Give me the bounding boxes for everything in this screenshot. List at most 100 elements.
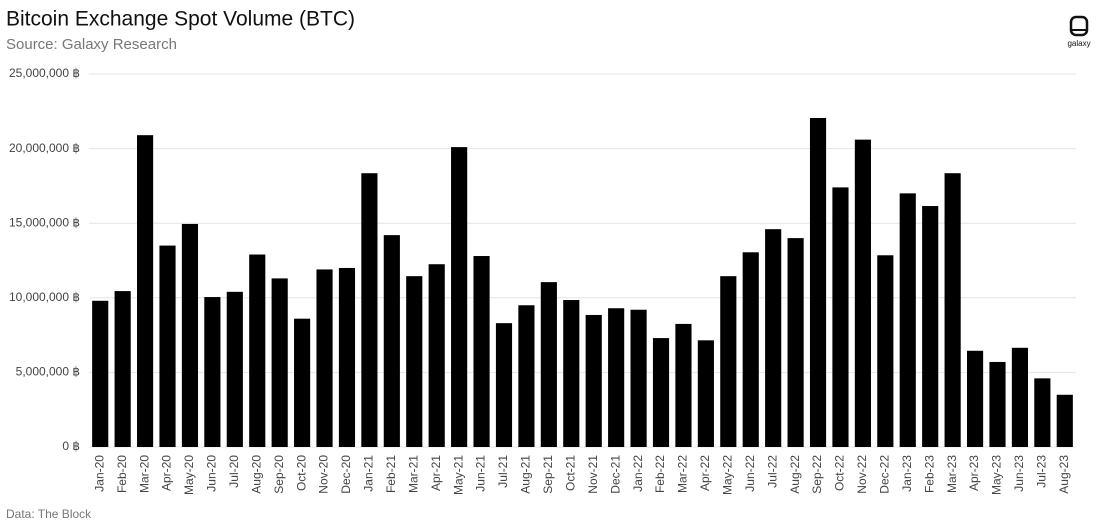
logo-text: galaxy: [1067, 39, 1090, 48]
x-tick-label: May-20: [182, 455, 196, 495]
bar: [877, 255, 894, 447]
bar: [989, 361, 1006, 447]
bar: [832, 187, 849, 447]
x-tick-label: Apr-22: [698, 455, 712, 491]
logo-icon: [1069, 15, 1089, 37]
bar: [765, 229, 782, 447]
bar: [204, 297, 221, 447]
bar: [966, 350, 984, 447]
bar: [630, 309, 647, 447]
x-tick-label: Oct-22: [833, 455, 847, 491]
bar: [428, 264, 445, 447]
chart-title: Bitcoin Exchange Spot Volume (BTC): [6, 8, 355, 31]
bar: [854, 139, 871, 447]
bar: [249, 254, 266, 447]
x-tick-label: Jan-20: [92, 455, 106, 492]
x-tick-label: Mar-20: [137, 455, 151, 493]
x-tick-label: Sep-20: [272, 455, 286, 494]
x-tick-label: May-22: [720, 455, 734, 495]
bar: [787, 238, 804, 447]
x-tick-label: Nov-20: [317, 455, 331, 494]
x-tick-label: Mar-23: [945, 455, 959, 493]
x-tick-label: Feb-22: [653, 455, 667, 493]
bar: [697, 340, 714, 447]
bar: [742, 252, 759, 447]
chart-subtitle: Source: Galaxy Research: [6, 36, 177, 53]
bar: [922, 206, 939, 447]
y-tick-label: 10,000,000 ฿: [9, 290, 80, 304]
footer: Data: The Block: [6, 507, 92, 521]
bar: [495, 323, 513, 447]
bar: [1034, 378, 1051, 447]
bar: [316, 269, 333, 447]
x-tick-label: Aug-21: [519, 455, 533, 494]
x-tick-label: Apr-20: [160, 455, 174, 491]
x-tick-label: Jan-21: [362, 455, 376, 492]
bar: [92, 300, 109, 447]
bar: [406, 276, 423, 447]
bar: [585, 314, 602, 447]
x-tick-label: Jul-21: [496, 455, 510, 488]
x-tick-label: Apr-23: [967, 455, 981, 491]
x-tick-label: Nov-21: [586, 455, 600, 494]
x-tick-label: Jan-22: [631, 455, 645, 492]
y-tick-label: 25,000,000 ฿: [9, 66, 80, 80]
y-tick-label: 15,000,000 ฿: [9, 215, 80, 229]
x-tick-label: Jan-23: [900, 455, 914, 492]
x-tick-label: May-21: [451, 455, 465, 495]
bar: [1056, 394, 1073, 447]
x-tick-label: Dec-20: [339, 455, 353, 494]
x-tick-label: Nov-22: [855, 455, 869, 494]
bar: [159, 245, 176, 447]
bar: [114, 291, 131, 447]
x-tick-label: Feb-23: [922, 455, 936, 493]
x-tick-label: Aug-23: [1057, 455, 1071, 494]
bar: [720, 276, 737, 447]
bar: [383, 235, 400, 447]
x-tick-label: Jul-23: [1035, 455, 1049, 488]
bar: [361, 173, 378, 447]
x-tick-label: Sep-21: [541, 455, 555, 494]
x-tick-label: Feb-21: [384, 455, 398, 493]
bar: [518, 305, 535, 447]
x-tick-label: Apr-21: [429, 455, 443, 491]
x-tick-label: Dec-22: [878, 455, 892, 494]
bar: [563, 300, 580, 447]
bar: [652, 338, 670, 447]
x-tick-label: Jul-20: [227, 455, 241, 488]
x-tick-label: Jun-20: [205, 455, 219, 492]
bar: [294, 318, 311, 447]
x-tick-label: Feb-20: [115, 455, 129, 493]
bar: [338, 267, 356, 447]
bar: [1011, 347, 1028, 447]
bar: [809, 118, 827, 447]
bar: [226, 291, 243, 447]
bar: [137, 135, 154, 447]
bar: [675, 323, 692, 447]
bar: [271, 278, 288, 447]
bar: [451, 147, 468, 447]
x-tick-label: Dec-21: [608, 455, 622, 494]
x-tick-label: Aug-22: [788, 455, 802, 494]
x-tick-label: Mar-21: [406, 455, 420, 493]
x-tick-label: Aug-20: [249, 455, 263, 494]
bar: [181, 223, 199, 447]
x-tick-label: Jul-22: [765, 455, 779, 488]
y-tick-label: 20,000,000 ฿: [9, 141, 80, 155]
x-tick-label: Oct-20: [294, 455, 308, 491]
x-tick-label: Jun-23: [1012, 455, 1026, 492]
bar: [473, 256, 490, 447]
x-tick-label: Mar-22: [676, 455, 690, 493]
x-tick-label: Oct-21: [563, 455, 577, 491]
y-tick-label: 0 ฿: [62, 439, 80, 453]
bar: [608, 308, 625, 447]
x-tick-label: May-23: [990, 455, 1004, 495]
x-tick-label: Jun-22: [743, 455, 757, 492]
x-tick-label: Jun-21: [474, 455, 488, 492]
bar: [899, 193, 916, 447]
x-tick-label: Sep-22: [810, 455, 824, 494]
bar: [540, 282, 557, 447]
y-tick-label: 5,000,000 ฿: [16, 365, 80, 379]
bar: [944, 173, 961, 447]
